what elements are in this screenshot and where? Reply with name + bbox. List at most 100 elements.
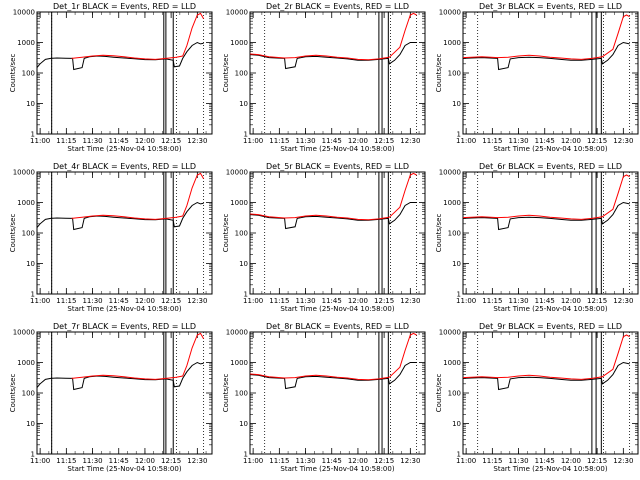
x-tick-label: 12:30 — [400, 297, 420, 305]
series-line-black — [36, 361, 204, 391]
y-axis-label: Counts/sec — [222, 214, 230, 253]
x-tick-label: 11:15 — [482, 137, 502, 145]
x-axis-label: Start Time (25-Nov-04 10:58:00) — [67, 145, 181, 153]
plot-frame — [36, 11, 213, 135]
x-tick-label: 11:30 — [508, 297, 528, 305]
x-tick-label: 11:00 — [456, 457, 476, 465]
y-tick-label: 10 — [239, 260, 248, 268]
x-tick-label: 12:15 — [587, 297, 607, 305]
x-tick-label: 11:00 — [243, 297, 263, 305]
x-tick-label: 12:30 — [613, 137, 633, 145]
plot-frame — [36, 331, 213, 455]
y-axis-label: Counts/sec — [9, 214, 17, 253]
detector-panel-2: Det_2r BLACK = Events, RED = LLD 1 10 100 10… — [222, 2, 426, 153]
panel-title: Det_6r BLACK = Events, RED = LLD — [479, 162, 622, 171]
plot-frame — [249, 331, 426, 455]
x-tick-label: 11:00 — [243, 457, 263, 465]
y-tick-label: 10 — [452, 260, 461, 268]
series-line-red — [462, 174, 630, 220]
x-tick-label: 11:45 — [322, 457, 342, 465]
y-tick-label: 1000 — [443, 199, 461, 207]
detector-panel-6: Det_6r BLACK = Events, RED = LLD 1 10 100 10… — [435, 162, 639, 313]
y-tick-label: 10 — [26, 100, 35, 108]
x-tick-label: 11:45 — [109, 137, 129, 145]
x-tick-label: 12:30 — [400, 137, 420, 145]
x-tick-label: 11:30 — [508, 457, 528, 465]
y-tick-label: 100 — [235, 230, 248, 238]
x-tick-label: 12:15 — [374, 137, 394, 145]
x-axis-label: Start Time (25-Nov-04 10:58:00) — [67, 305, 181, 313]
x-tick-label: 12:15 — [587, 457, 607, 465]
panel-title: Det_1r BLACK = Events, RED = LLD — [53, 2, 196, 11]
x-tick-label: 11:45 — [109, 457, 129, 465]
x-tick-label: 12:30 — [187, 457, 207, 465]
x-tick-label: 11:30 — [295, 297, 315, 305]
plot-frame — [249, 171, 426, 295]
y-tick-label: 1000 — [17, 199, 35, 207]
y-tick-label: 1000 — [230, 359, 248, 367]
x-tick-label: 11:15 — [56, 297, 76, 305]
plot-frame — [462, 11, 639, 135]
y-axis-label: Counts/sec — [435, 374, 443, 413]
y-tick-label: 1 — [457, 131, 461, 139]
panel-title: Det_7r BLACK = Events, RED = LLD — [53, 322, 196, 331]
y-axis-label: Counts/sec — [222, 54, 230, 93]
series-line-red — [249, 172, 417, 221]
y-tick-label: 10000 — [13, 9, 35, 17]
x-tick-label: 11:15 — [269, 297, 289, 305]
y-axis-label: Counts/sec — [222, 374, 230, 413]
x-axis-label: Start Time (25-Nov-04 10:58:00) — [280, 145, 394, 153]
x-tick-label: 11:00 — [30, 457, 50, 465]
panel-title: Det_3r BLACK = Events, RED = LLD — [479, 2, 622, 11]
y-tick-label: 10000 — [439, 9, 461, 17]
x-tick-label: 11:30 — [295, 137, 315, 145]
y-tick-label: 1 — [244, 291, 248, 299]
series-line-black — [36, 201, 204, 231]
x-tick-label: 11:45 — [535, 457, 555, 465]
x-tick-label: 11:15 — [269, 137, 289, 145]
x-tick-label: 11:00 — [243, 137, 263, 145]
y-axis-label: Counts/sec — [435, 54, 443, 93]
x-tick-label: 11:15 — [482, 457, 502, 465]
x-tick-label: 11:15 — [56, 457, 76, 465]
detector-panel-5: Det_5r BLACK = Events, RED = LLD 1 10 100 10… — [222, 162, 426, 313]
x-axis-label: Start Time (25-Nov-04 10:58:00) — [280, 305, 394, 313]
y-tick-label: 1 — [457, 291, 461, 299]
panel-title: Det_9r BLACK = Events, RED = LLD — [479, 322, 622, 331]
x-tick-label: 11:15 — [269, 457, 289, 465]
x-tick-label: 12:00 — [561, 457, 581, 465]
x-tick-label: 11:30 — [508, 137, 528, 145]
x-tick-label: 12:30 — [613, 297, 633, 305]
x-tick-label: 12:15 — [374, 297, 394, 305]
x-tick-label: 12:00 — [348, 297, 368, 305]
x-tick-label: 12:15 — [161, 137, 181, 145]
x-tick-label: 12:15 — [374, 457, 394, 465]
x-tick-label: 11:30 — [82, 297, 102, 305]
y-tick-label: 10 — [26, 420, 35, 428]
x-tick-label: 11:45 — [535, 297, 555, 305]
series-line-red — [71, 332, 205, 380]
series-line-red — [71, 12, 205, 60]
x-tick-label: 12:00 — [135, 457, 155, 465]
series-line-red — [462, 14, 630, 60]
y-tick-label: 1 — [31, 291, 35, 299]
y-tick-label: 10000 — [13, 329, 35, 337]
y-tick-label: 1 — [244, 131, 248, 139]
x-tick-label: 11:00 — [456, 137, 476, 145]
y-tick-label: 100 — [22, 390, 35, 398]
x-tick-label: 12:30 — [187, 137, 207, 145]
x-tick-label: 11:30 — [82, 137, 102, 145]
x-tick-label: 11:45 — [322, 297, 342, 305]
panel-title: Det_8r BLACK = Events, RED = LLD — [266, 322, 409, 331]
series-line-black — [36, 41, 204, 71]
detector-panel-4: Det_4r BLACK = Events, RED = LLD 1 10 100 10… — [9, 162, 213, 313]
y-tick-label: 10 — [452, 420, 461, 428]
series-line-red — [71, 172, 205, 220]
y-tick-label: 100 — [448, 390, 461, 398]
x-tick-label: 12:30 — [187, 297, 207, 305]
x-tick-label: 11:30 — [82, 457, 102, 465]
detector-panel-1: Det_1r BLACK = Events, RED = LLD 1 10 100 10… — [9, 2, 213, 153]
panel-title: Det_5r BLACK = Events, RED = LLD — [266, 162, 409, 171]
plot-frame — [36, 171, 213, 295]
x-tick-label: 12:30 — [613, 457, 633, 465]
